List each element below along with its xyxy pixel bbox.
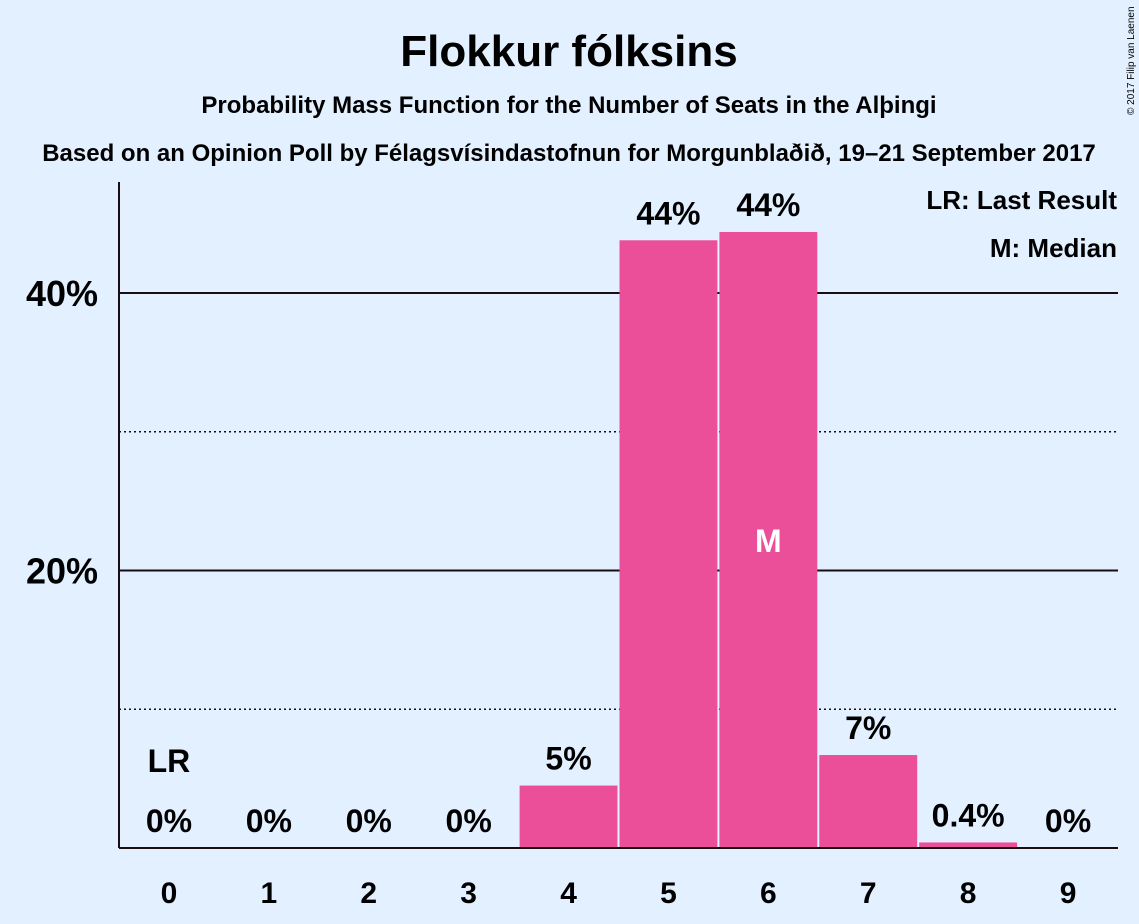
x-tick-label: 0 [161,877,178,910]
data-label: 44% [636,195,700,231]
x-tick-label: 8 [960,877,977,910]
y-tick-label: 20% [26,551,98,592]
x-tick-label: 5 [660,877,677,910]
data-label: 0.4% [932,797,1005,833]
y-tick-label: 40% [26,273,98,314]
bar-7 [819,755,918,848]
x-tick-label: 4 [560,877,577,910]
data-labels: 0% 0% 0% 0% 5% 44% 44% 7% 0.4% 0% M LR [146,187,1091,839]
x-tick-label: 9 [1060,877,1077,910]
bar-8 [919,842,1018,848]
data-label: 0% [346,803,392,839]
bar-6 [719,231,818,848]
x-tick-label: 3 [460,877,477,910]
data-label: 0% [1045,803,1091,839]
median-marker: M [755,523,782,559]
data-label: 7% [845,710,891,746]
data-label: 0% [446,803,492,839]
chart-title: Flokkur fólksins [400,27,737,76]
legend-item: LR: Last Result [926,185,1117,215]
data-label: 0% [146,803,192,839]
x-tick-label: 1 [261,877,278,910]
data-label: 5% [545,741,591,777]
legend: LR: Last Result M: Median [926,185,1117,263]
bar-4 [519,785,618,848]
chart-subtitle: Probability Mass Function for the Number… [201,92,936,119]
data-label: 0% [246,803,292,839]
chart-source-line: Based on an Opinion Poll by Félagsvísind… [42,140,1096,167]
x-tick-label: 7 [860,877,877,910]
x-tick-label: 6 [760,877,777,910]
copyright-note: © 2017 Filip van Laenen [1126,6,1137,115]
legend-item: M: Median [990,233,1117,263]
x-tick-label: 2 [360,877,377,910]
bars [519,231,1018,848]
gridlines [119,292,1118,710]
axes: 20% 40% 0 1 2 3 4 5 6 7 8 9 [26,182,1118,910]
data-label: 44% [736,187,800,223]
last-result-marker: LR [148,743,191,779]
bar-5 [619,240,718,848]
